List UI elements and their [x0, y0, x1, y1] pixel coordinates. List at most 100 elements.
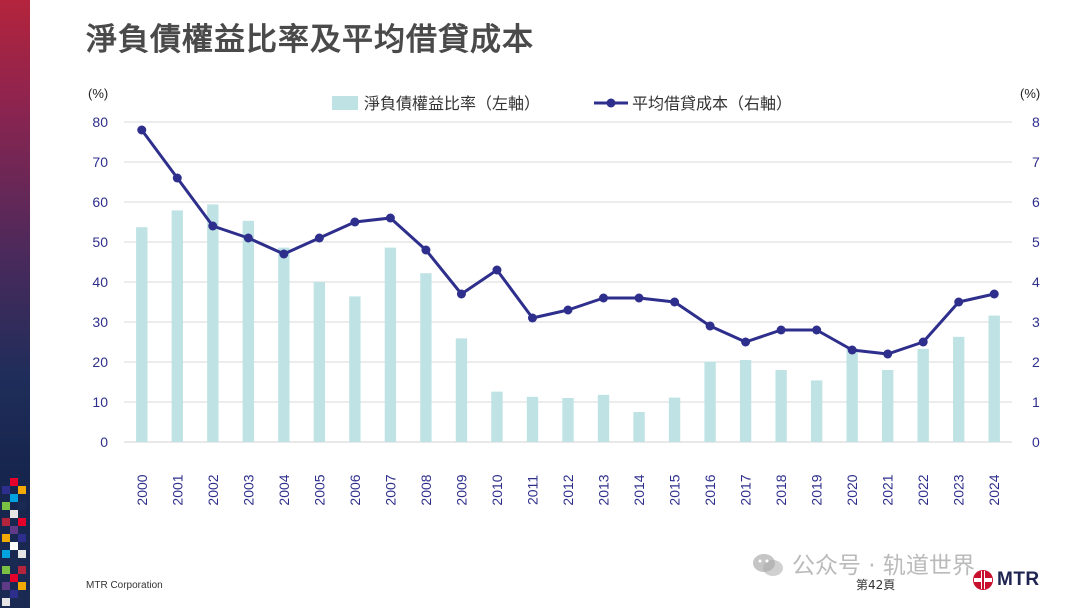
- x-tick-label: 2023: [951, 474, 967, 505]
- legend-marker-line: [606, 98, 616, 108]
- legend-label-line: 平均借貸成本（右軸）: [632, 95, 792, 113]
- bar: [633, 412, 645, 442]
- x-tick-label: 2017: [738, 474, 754, 505]
- mosaic-square: [10, 494, 18, 502]
- mosaic-square: [10, 478, 18, 486]
- bar: [420, 273, 432, 442]
- line-point: [705, 321, 715, 331]
- line-point: [918, 337, 928, 347]
- bar: [313, 282, 326, 442]
- bar: [881, 370, 894, 442]
- mosaic-square: [18, 518, 26, 526]
- mosaic-square: [10, 590, 18, 598]
- line-point: [634, 293, 644, 303]
- left-tick-label: 80: [92, 114, 108, 130]
- x-tick-label: 2010: [489, 474, 505, 505]
- x-tick-label: 2020: [844, 474, 860, 505]
- mosaic-square: [10, 510, 18, 518]
- right-tick-label: 8: [1032, 114, 1040, 130]
- x-tick-label: 2011: [524, 475, 540, 505]
- mosaic-square: [18, 582, 26, 590]
- bar: [207, 204, 219, 442]
- line-point: [812, 325, 822, 335]
- right-tick-label: 6: [1032, 194, 1040, 210]
- mosaic-square: [10, 558, 18, 566]
- mosaic-square: [18, 550, 26, 558]
- bar: [704, 361, 716, 442]
- right-tick-label: 4: [1032, 274, 1040, 290]
- left-tick-label: 50: [92, 234, 108, 250]
- grid-lines: [124, 121, 1012, 443]
- bar: [988, 315, 1000, 442]
- x-tick-label: 2019: [809, 474, 825, 505]
- line-point: [599, 293, 609, 303]
- x-tick-label: 2006: [347, 474, 363, 505]
- x-tick-label: 2002: [205, 474, 221, 505]
- left-tick-label: 30: [92, 314, 108, 330]
- line-point: [208, 221, 218, 231]
- x-tick-label: 2007: [382, 474, 398, 505]
- right-axis-unit: (%): [1020, 86, 1040, 101]
- bar: [739, 360, 752, 442]
- bar: [491, 391, 503, 442]
- mosaic-square: [18, 534, 26, 542]
- x-tick-label: 2015: [667, 474, 683, 505]
- right-tick-label: 2: [1032, 354, 1040, 370]
- company-name: MTR Corporation: [86, 580, 163, 591]
- mosaic-square: [18, 502, 26, 510]
- right-tick-label: 0: [1032, 434, 1040, 450]
- line-point: [670, 297, 680, 307]
- bar: [171, 210, 183, 442]
- x-tick-label: 2000: [134, 474, 150, 505]
- bar: [455, 338, 468, 442]
- x-tick-label: 2005: [311, 474, 327, 505]
- x-tick-label: 2022: [915, 474, 931, 505]
- mosaic-square: [10, 542, 18, 550]
- line-point: [527, 313, 537, 323]
- x-tick-label: 2016: [702, 474, 718, 505]
- line-point: [989, 289, 999, 299]
- legend-swatch-bar: [332, 96, 358, 110]
- right-tick-label: 7: [1032, 154, 1040, 170]
- left-tick-label: 70: [92, 154, 108, 170]
- mosaic-square: [2, 534, 10, 542]
- mosaic-square: [2, 598, 10, 606]
- logo-text: MTR: [997, 569, 1040, 590]
- right-tick-label: 3: [1032, 314, 1040, 330]
- bar: [278, 247, 290, 442]
- mosaic-square: [10, 526, 18, 534]
- line-series: [137, 125, 999, 359]
- bar: [917, 348, 929, 442]
- mosaic-square: [2, 550, 10, 558]
- mosaic-square: [2, 582, 10, 590]
- line-point: [563, 305, 573, 315]
- mosaic-square: [18, 566, 26, 574]
- line-point: [137, 125, 147, 135]
- x-tick-label: 2018: [773, 474, 789, 505]
- bar-series: [136, 204, 1000, 442]
- mtr-logo: MTR: [972, 566, 1040, 594]
- line-point: [492, 265, 502, 275]
- x-tick-label: 2013: [596, 474, 612, 505]
- bar: [597, 394, 610, 442]
- line-point: [954, 297, 964, 307]
- mosaic-square: [18, 486, 26, 494]
- bar: [526, 396, 539, 442]
- left-axis-unit: (%): [88, 86, 108, 101]
- bar: [953, 336, 965, 442]
- left-tick-label: 20: [92, 354, 108, 370]
- line-point: [385, 213, 395, 223]
- axes: 0 10 20 30 40 50 60 70 80 0 1 2 3 4 5 6 7 8 (%) (%) 2000 2001…: [88, 86, 1040, 506]
- bar: [846, 348, 858, 442]
- mtr-logo-icon: [973, 570, 993, 590]
- line-point: [172, 173, 182, 183]
- line-point: [314, 233, 324, 243]
- line-point: [776, 325, 786, 335]
- legend: 淨負債權益比率（左軸） 平均借貸成本（右軸）: [332, 95, 792, 113]
- line-point: [421, 245, 431, 255]
- mosaic-square: [2, 518, 10, 526]
- x-tick-label: 2021: [880, 474, 896, 505]
- line-point: [279, 249, 289, 259]
- bar: [136, 227, 148, 442]
